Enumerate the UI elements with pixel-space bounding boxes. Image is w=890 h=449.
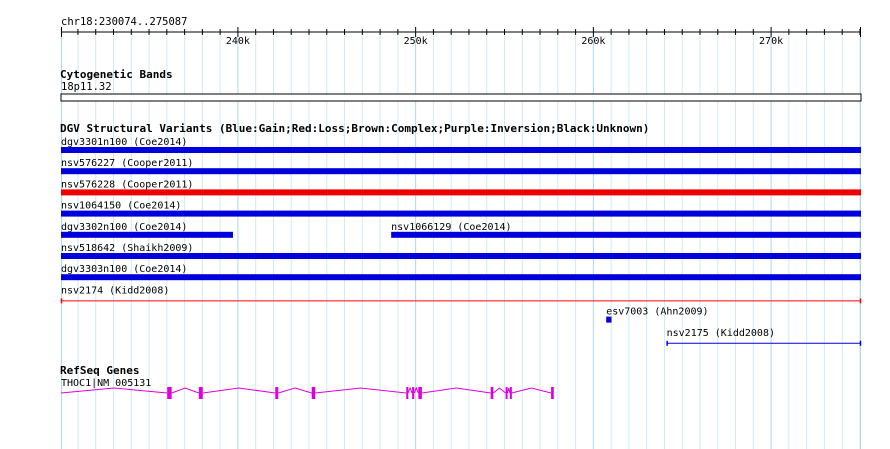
dgv-variant[interactable]: dgv3301n100 (Coe2014) — [61, 137, 861, 153]
gene-label: THOC1|NM_005131 — [61, 378, 151, 389]
variant-label: dgv3303n100 (Coe2014) — [61, 264, 187, 275]
variant-bar[interactable] — [391, 231, 861, 238]
exon-block[interactable] — [505, 387, 508, 399]
dgv-variant[interactable]: nsv518642 (Shaikh2009) — [61, 243, 861, 259]
intron-line — [60, 387, 168, 394]
variant-label: dgv3301n100 (Coe2014) — [61, 137, 187, 148]
variant-label: nsv2174 (Kidd2008) — [61, 285, 169, 296]
intron-line — [278, 387, 312, 394]
refseq-track: RefSeq Genes THOC1|NM_005131 — [60, 364, 554, 399]
intron-line — [507, 387, 511, 394]
variant-label: nsv576228 (Cooper2011) — [61, 179, 193, 190]
variant-label: dgv3302n100 (Coe2014) — [61, 222, 187, 233]
grid-lines — [61, 36, 861, 449]
exon-block[interactable] — [275, 387, 279, 399]
cytoband-label: 18p11.32 — [61, 81, 112, 93]
intron-line — [421, 387, 491, 394]
cytoband-bar[interactable] — [60, 93, 862, 102]
dgv-variant[interactable]: nsv576228 (Cooper2011) — [61, 179, 861, 196]
dgv-variant[interactable]: nsv2174 (Kidd2008) — [60, 285, 862, 304]
variant-bar[interactable] — [61, 231, 233, 238]
intron-line — [511, 387, 552, 394]
dgv-track-title: DGV Structural Variants (Blue:Gain;Red:L… — [60, 122, 649, 135]
variant-label: nsv576227 (Cooper2011) — [61, 158, 193, 169]
ruler-tick-label: 250k — [404, 36, 428, 47]
variant-bar[interactable] — [61, 274, 861, 281]
dgv-variant[interactable]: nsv576227 (Cooper2011) — [61, 158, 861, 175]
variant-label: nsv1066129 (Coe2014) — [391, 222, 511, 233]
dgv-variant[interactable]: nsv2175 (Kidd2008) — [666, 328, 862, 346]
exon-block[interactable] — [198, 387, 203, 399]
cytoband-track: Cytogenetic Bands 18p11.32 — [60, 68, 862, 102]
intron-line — [202, 387, 276, 394]
exon-block[interactable] — [490, 387, 494, 399]
intron-line — [315, 387, 407, 394]
variant-bar[interactable] — [61, 189, 861, 196]
ruler-tick-label: 270k — [759, 36, 783, 47]
dgv-variant[interactable]: esv7003 (Ahn2009) — [606, 307, 709, 323]
variant-bar[interactable] — [61, 210, 861, 217]
cytoband-track-title: Cytogenetic Bands — [60, 68, 173, 81]
dgv-variant[interactable]: dgv3302n100 (Coe2014) — [61, 222, 233, 238]
exon-block[interactable] — [509, 387, 512, 399]
intron-line — [413, 386, 419, 394]
variant-bar[interactable] — [606, 316, 612, 323]
ruler-tick-label: 240k — [226, 36, 250, 47]
ruler: chr18:230074..275087 240k 250k 260k 270k — [61, 16, 861, 47]
gene-model[interactable] — [60, 386, 554, 399]
variant-label: nsv1064150 (Coe2014) — [61, 201, 181, 212]
dgv-feature-list: dgv3301n100 (Coe2014) nsv576227 (Cooper20… — [60, 137, 862, 346]
exon-block[interactable] — [418, 387, 422, 399]
dgv-variant[interactable]: nsv1064150 (Coe2014) — [61, 201, 861, 217]
intron-line — [493, 387, 506, 394]
ruler-tick-label: 260k — [581, 36, 605, 47]
intron-line — [171, 387, 200, 394]
intron-line — [407, 386, 413, 394]
variant-label: esv7003 (Ahn2009) — [606, 307, 708, 318]
dgv-variant[interactable]: nsv1066129 (Coe2014) — [391, 222, 861, 238]
variant-label: nsv518642 (Shaikh2009) — [61, 243, 193, 254]
dgv-track: DGV Structural Variants (Blue:Gain;Red:L… — [60, 122, 862, 346]
variant-bar[interactable] — [61, 168, 861, 175]
dgv-variant[interactable]: dgv3303n100 (Coe2014) — [61, 264, 861, 281]
variant-label: nsv2175 (Kidd2008) — [667, 328, 775, 339]
region-label: chr18:230074..275087 — [61, 16, 187, 28]
exon-block[interactable] — [412, 387, 415, 399]
exon-block[interactable] — [551, 387, 554, 399]
exon-block[interactable] — [406, 387, 409, 399]
variant-bar[interactable] — [61, 253, 861, 259]
exon-block[interactable] — [311, 387, 316, 399]
ruler-ticks: 240k 250k 260k 270k — [61, 27, 861, 47]
refseq-track-title: RefSeq Genes — [60, 364, 139, 377]
variant-bar[interactable] — [61, 147, 861, 153]
exon-block[interactable] — [167, 387, 172, 399]
